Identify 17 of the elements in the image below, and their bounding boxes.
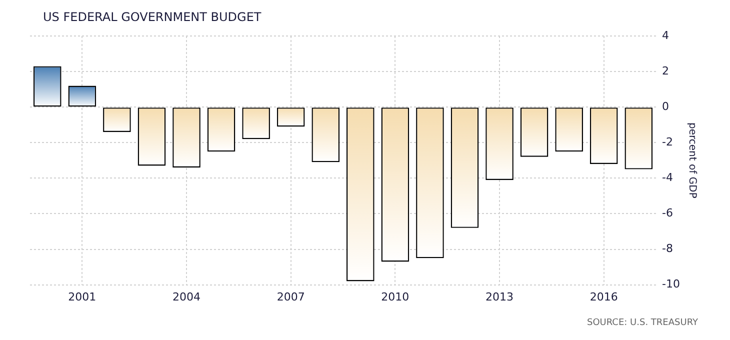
x-tick-label: 2007 xyxy=(276,290,305,304)
x-tick-label: 2016 xyxy=(590,290,618,304)
y-tick-label: 0 xyxy=(662,100,670,113)
chart-title: US FEDERAL GOVERNMENT BUDGET xyxy=(43,10,262,24)
y-tick-label: -8 xyxy=(662,242,674,256)
y-tick-label: 2 xyxy=(662,64,670,78)
y-tick-label: -10 xyxy=(662,278,680,291)
y-tick-label: 4 xyxy=(662,28,670,42)
x-tick-label: 2001 xyxy=(68,290,96,304)
source-note: SOURCE: U.S. TREASURY xyxy=(586,318,698,328)
y-tick-label: -2 xyxy=(662,135,673,148)
x-tick-label: 2010 xyxy=(381,290,410,304)
x-tick-label: 2013 xyxy=(486,290,514,304)
x-tick-label: 2004 xyxy=(172,290,201,304)
y-axis-title: percent of GDP xyxy=(686,122,698,198)
y-tick-label: -4 xyxy=(662,171,674,184)
y-tick-label: -6 xyxy=(662,206,674,220)
